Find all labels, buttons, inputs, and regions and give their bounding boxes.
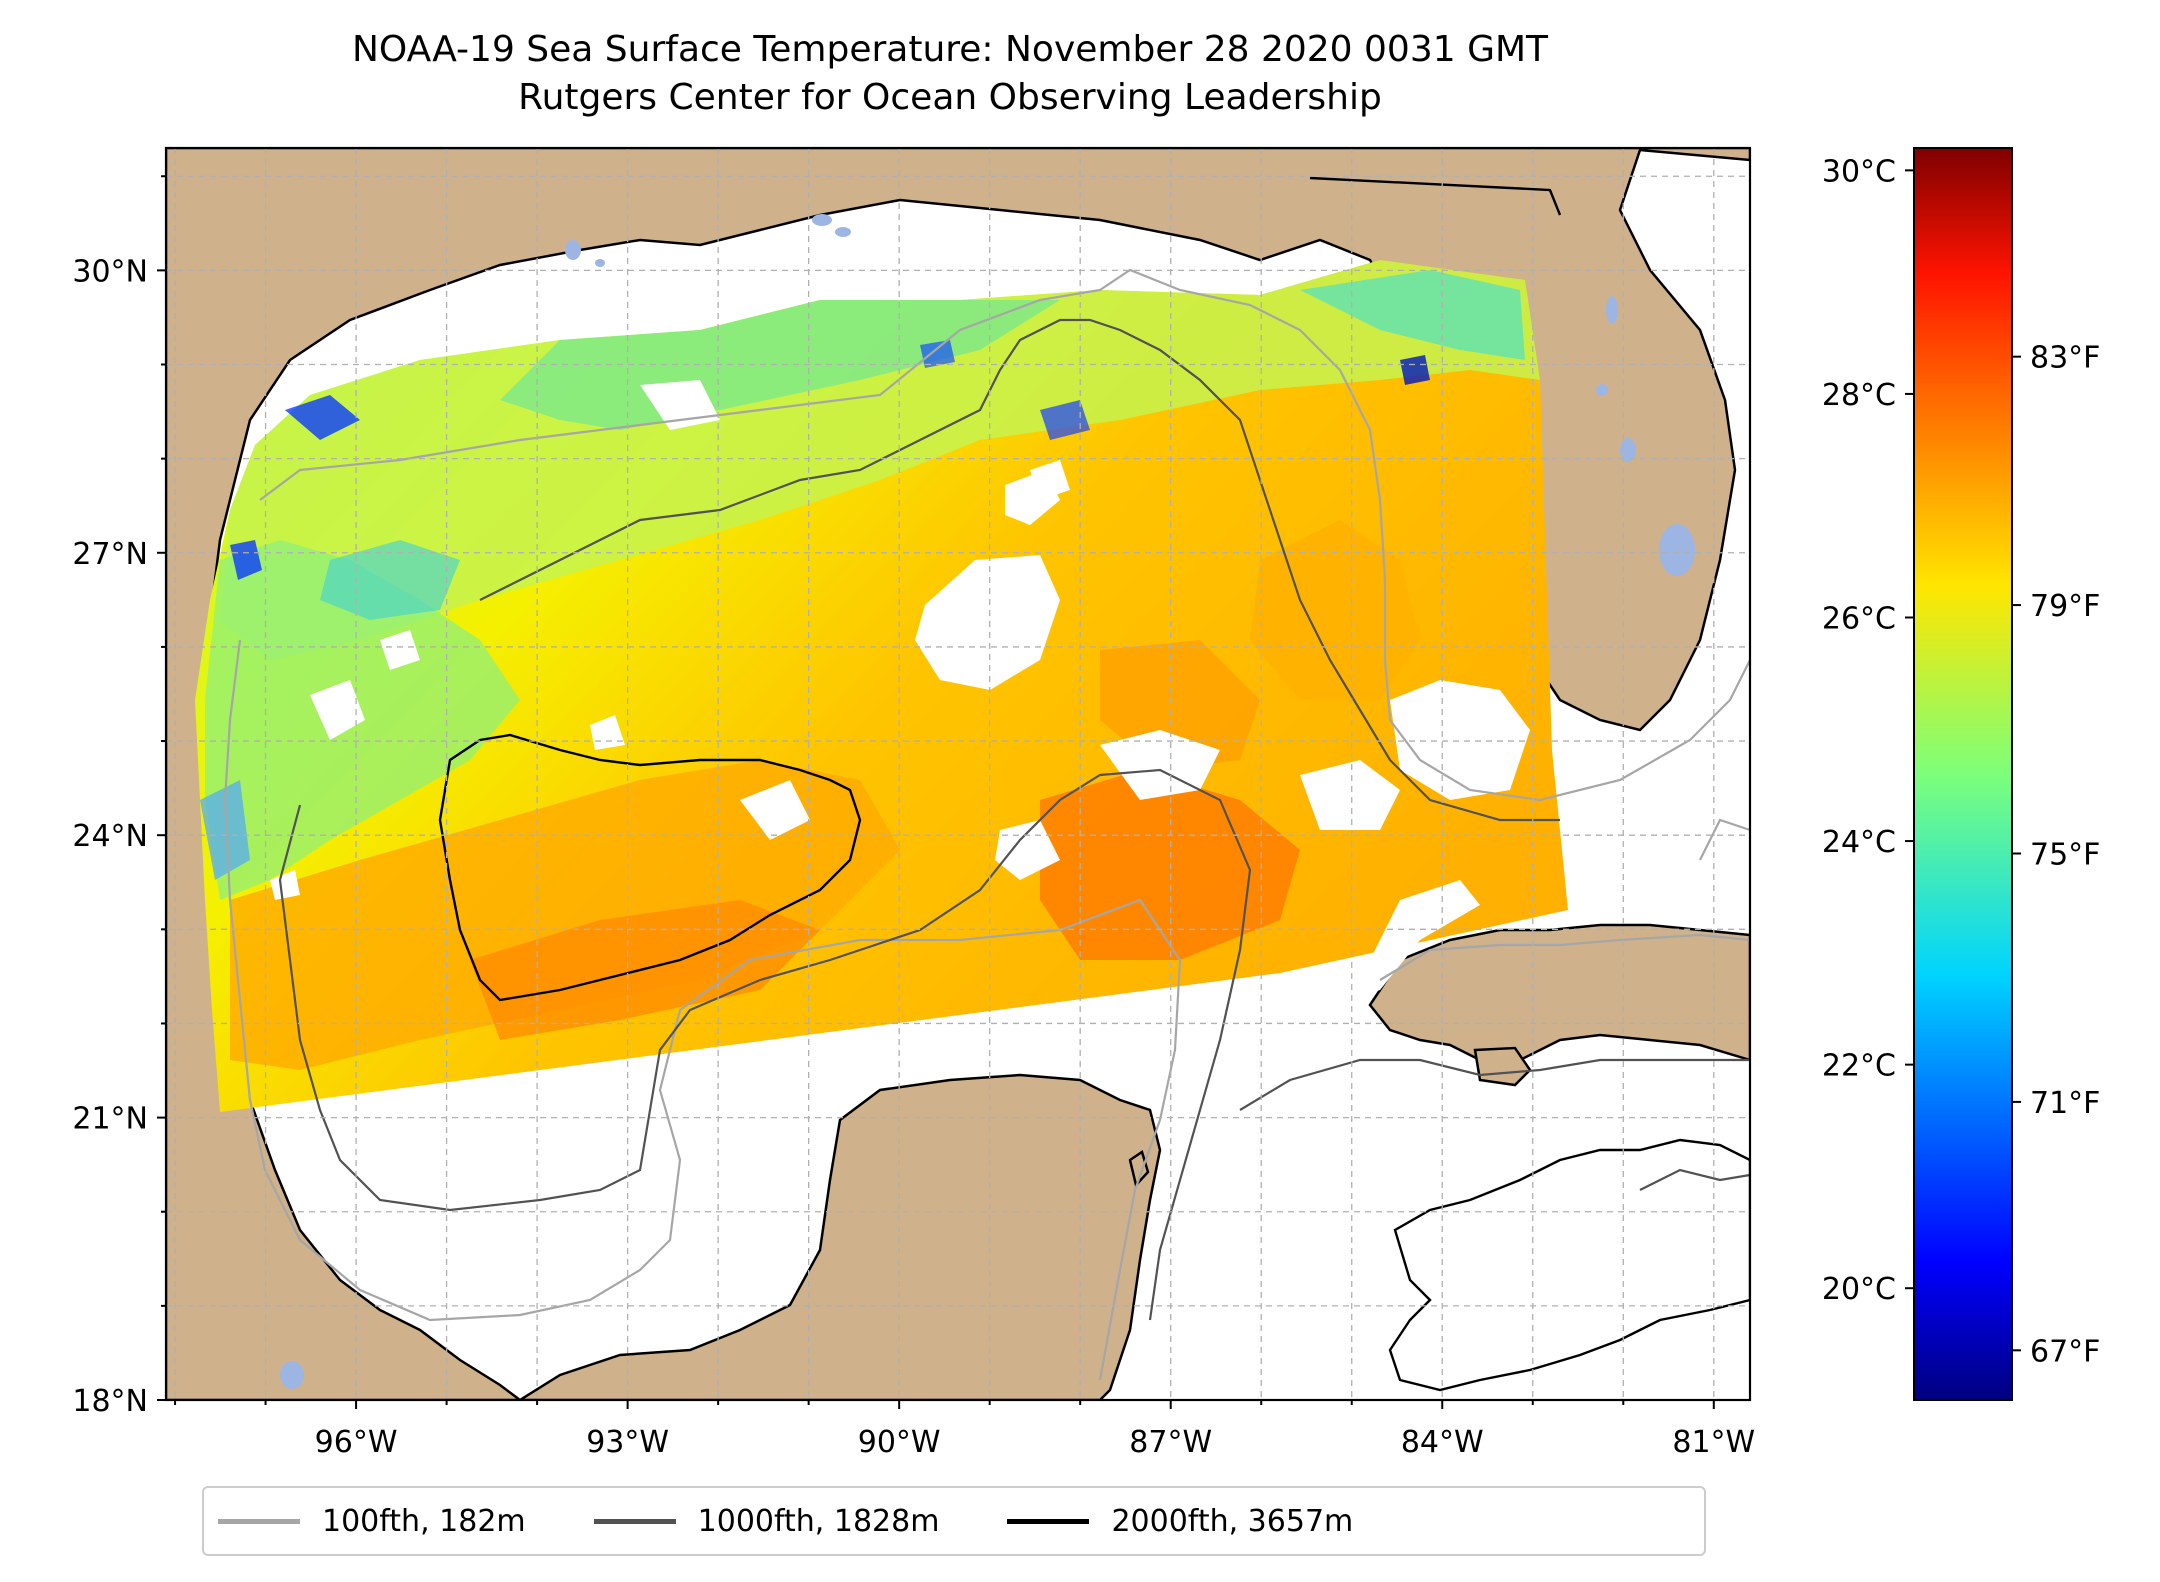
colorbar: 30°C 28°C 26°C 24°C 22°C 20°C 83°F 79°F 75°F 71°… — [1822, 147, 2100, 1401]
lat-tick-label: 27°N — [72, 537, 148, 572]
lon-tick-label: 87°W — [1129, 1425, 1212, 1460]
colorbar-celsius-label: 28°C — [1822, 378, 1896, 413]
lon-tick-label: 90°W — [858, 1425, 941, 1460]
chart-subtitle: Rutgers Center for Ocean Observing Leade… — [518, 77, 1382, 118]
map-frame — [164, 146, 1752, 1402]
colorbar-celsius-label: 24°C — [1822, 825, 1896, 860]
colorbar-fahrenheit-label: 71°F — [2030, 1086, 2100, 1121]
colorbar-celsius-axis: 30°C 28°C 26°C 24°C 22°C 20°C — [1822, 154, 1914, 1307]
contour-1000fth — [278, 318, 1750, 1321]
legend-label-100fth: 100fth, 182m — [322, 1503, 526, 1539]
colorbar-fahrenheit-axis: 83°F 79°F 75°F 71°F 67°F — [2012, 341, 2100, 1369]
legend-swatch-100fth — [218, 1518, 300, 1524]
colorbar-fahrenheit-label: 75°F — [2030, 837, 2100, 872]
colorbar-celsius-label: 22°C — [1822, 1049, 1896, 1084]
legend-swatch-2000fth — [1007, 1518, 1090, 1524]
map-area — [166, 148, 1750, 1400]
sst-swath — [195, 260, 1568, 1112]
colorbar-fahrenheit-label: 67°F — [2030, 1334, 2100, 1369]
legend-label-1000fth: 1000fth, 1828m — [697, 1503, 940, 1539]
latitude-axis: 30°N 27°N 24°N 21°N 18°N — [72, 175, 166, 1419]
bathymetry-contours — [223, 176, 1750, 1392]
lat-tick-label: 30°N — [72, 254, 148, 289]
lon-tick-label: 96°W — [315, 1425, 398, 1460]
lat-tick-label: 18°N — [72, 1384, 148, 1419]
legend-label-2000fth: 2000fth, 3657m — [1111, 1503, 1354, 1539]
lat-tick-label: 21°N — [72, 1102, 148, 1137]
legend-item-2000fth: 2000fth, 3657m — [1007, 1504, 1353, 1539]
contour-2000fth — [438, 176, 1750, 1392]
lon-tick-label: 84°W — [1401, 1425, 1484, 1460]
lon-tick-label: 81°W — [1672, 1425, 1755, 1460]
colorbar-celsius-label: 26°C — [1822, 602, 1896, 637]
legend-swatch-1000fth — [593, 1518, 676, 1524]
contour-100fth — [223, 268, 1750, 1381]
colorbar-celsius-label: 30°C — [1822, 154, 1896, 189]
gridlines — [166, 148, 1750, 1400]
lat-tick-label: 24°N — [72, 819, 148, 854]
colorbar-gradient — [1913, 147, 2013, 1401]
chart-title: NOAA-19 Sea Surface Temperature: Novembe… — [351, 29, 1549, 70]
contour-legend: 100fth, 182m 1000fth, 1828m 2000fth, 365… — [202, 1486, 1706, 1556]
colorbar-celsius-label: 20°C — [1822, 1272, 1896, 1307]
legend-item-100fth: 100fth, 182m — [218, 1504, 526, 1539]
legend-item-1000fth: 1000fth, 1828m — [593, 1503, 940, 1539]
colorbar-fahrenheit-label: 79°F — [2030, 589, 2100, 624]
longitude-axis: 96°W 93°W 90°W 87°W 84°W 81°W — [174, 1400, 1755, 1460]
land — [166, 148, 1750, 1400]
colorbar-fahrenheit-label: 83°F — [2030, 341, 2100, 376]
lon-tick-label: 93°W — [586, 1425, 669, 1460]
lakes — [280, 214, 1695, 1389]
